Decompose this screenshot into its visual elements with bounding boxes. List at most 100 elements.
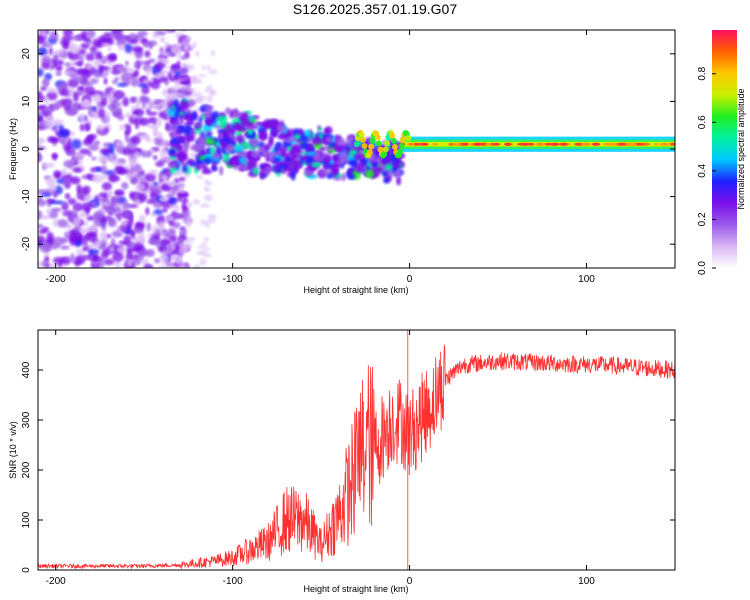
heatmap-cell <box>119 66 128 73</box>
heatmap-cell <box>184 41 189 46</box>
heatmap-cell <box>204 87 209 93</box>
heatmap-cell <box>132 258 142 266</box>
heatmap-cell <box>171 244 176 251</box>
heatmap-cell <box>106 189 113 200</box>
heatmap-cell <box>79 123 86 132</box>
heatmap-cell <box>152 103 161 109</box>
heatmap-cell <box>177 170 183 176</box>
heatmap-cell <box>170 167 177 174</box>
heatmap-cell <box>238 164 249 171</box>
heatmap-cell <box>154 258 161 264</box>
heatmap-cell <box>145 67 151 76</box>
heatmap-cell <box>69 176 81 185</box>
heatmap-cell <box>97 154 109 164</box>
snr-x-axis-label: Height of straight line (km) <box>303 584 408 594</box>
heatmap-cell <box>135 171 143 180</box>
heatmap-cell <box>85 30 96 39</box>
heatmap-cell <box>178 263 189 268</box>
heatmap-cell <box>158 110 165 119</box>
heatmap-cell <box>353 153 365 160</box>
heatmap-cell <box>186 87 196 93</box>
heatmap-cell <box>160 36 166 43</box>
heatmap-cell <box>155 228 162 237</box>
heatmap-cell <box>160 147 168 154</box>
heatmap-cell <box>353 141 360 148</box>
heatmap-cell <box>178 190 186 194</box>
x-tick-label: 100 <box>578 274 595 285</box>
heatmap-cell <box>114 76 120 82</box>
heatmap-cell <box>173 98 180 108</box>
heatmap-cell <box>76 249 84 255</box>
heatmap-cell <box>97 129 107 136</box>
heatmap-cell <box>235 145 244 153</box>
page-title: S126.2025.357.01.19.G07 <box>292 1 458 17</box>
heatmap-cell <box>200 219 207 226</box>
heatmap-cell <box>383 177 390 184</box>
heatmap-cell <box>158 101 169 106</box>
heatmap-cell <box>68 86 74 97</box>
heatmap-cell <box>358 132 365 139</box>
heatmap-cell <box>268 134 274 145</box>
heatmap-cell <box>84 122 91 132</box>
heatmap-cell <box>384 140 391 147</box>
heatmap-cell <box>262 150 269 158</box>
heatmap-cell <box>73 224 82 233</box>
heatmap-cell <box>192 110 197 121</box>
heatmap-cell <box>203 194 213 202</box>
colorbar-tick-label: 0.0 <box>697 261 708 275</box>
heatmap-cell <box>179 79 191 85</box>
heatmap-cell <box>196 139 206 150</box>
heatmap-cell <box>191 91 199 98</box>
heatmap-cell <box>42 78 50 88</box>
heatmap-cell <box>365 169 375 179</box>
heatmap-cell <box>139 214 146 223</box>
heatmap-cell <box>42 162 55 168</box>
heatmap-ridge-peak <box>432 142 439 146</box>
heatmap-cell <box>208 90 218 96</box>
heatmap-cell <box>38 114 44 124</box>
heatmap-cell <box>146 222 152 232</box>
y-tick-label: 20 <box>21 48 32 60</box>
heatmap-cell <box>74 61 84 66</box>
heatmap-cell <box>148 237 158 245</box>
heatmap-cell <box>79 227 92 234</box>
heatmap-cell <box>175 256 183 264</box>
heatmap-cell <box>162 88 168 97</box>
heatmap-cell <box>117 114 125 121</box>
heatmap-cell <box>161 173 169 181</box>
heatmap-cell <box>110 68 122 75</box>
heatmap-cell <box>107 46 112 52</box>
heatmap-cell <box>289 144 300 152</box>
heatmap-cell <box>49 263 57 268</box>
heatmap-ridge-peak <box>410 142 415 146</box>
heatmap-cell <box>175 152 186 159</box>
heatmap-cell <box>221 140 228 149</box>
heatmap-cell <box>234 123 240 129</box>
heatmap-cell <box>62 39 69 49</box>
heatmap-cell <box>38 235 46 244</box>
heatmap-ridge-peak <box>463 142 469 146</box>
heatmap-cell <box>90 167 97 173</box>
heatmap-cell <box>65 97 72 108</box>
heatmap-cell <box>69 52 80 61</box>
heatmap-cell <box>67 198 77 205</box>
heatmap-cell <box>62 177 70 185</box>
heatmap-cell <box>41 30 47 38</box>
heatmap-cell <box>207 216 216 224</box>
heatmap-cell <box>377 146 384 153</box>
heatmap-cell <box>69 131 75 137</box>
heatmap-cell <box>184 219 192 228</box>
heatmap-cell <box>147 124 158 129</box>
heatmap-cell <box>172 221 181 229</box>
heatmap-cell <box>104 36 113 43</box>
heatmap-cell <box>41 215 51 220</box>
heatmap-cell <box>138 192 148 203</box>
x-tick-label: -100 <box>223 274 243 285</box>
heatmap-cell <box>56 218 69 228</box>
heatmap-cell <box>116 226 128 232</box>
heatmap-cell <box>65 109 78 116</box>
heatmap-cell <box>196 175 204 179</box>
colorbar: 0.0 0.2 0.4 0.6 0.8 Normalized spectral ampl… <box>697 30 746 275</box>
